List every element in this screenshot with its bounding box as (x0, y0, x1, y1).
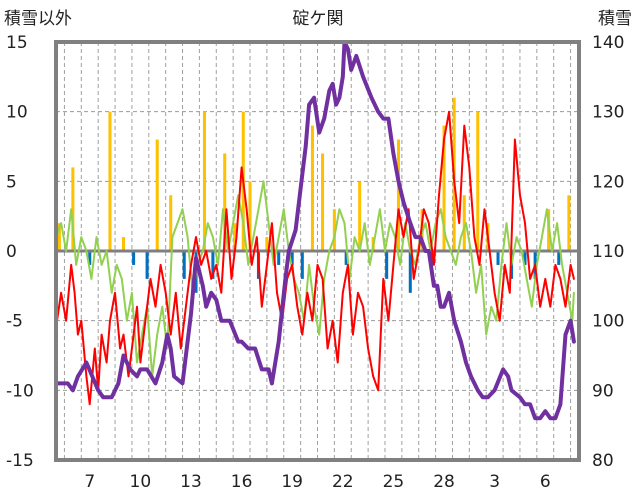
chart-title: 碇ケ関 (293, 9, 344, 29)
bar (310, 125, 314, 251)
bar (385, 251, 389, 279)
y-left-tick-label: -5 (6, 312, 23, 332)
bar (442, 125, 446, 251)
bar (248, 181, 252, 251)
y-left-tick-label: 10 (6, 103, 28, 123)
bar (182, 251, 186, 279)
y-left-tick-label: 0 (6, 242, 17, 262)
x-tick-label: 19 (281, 472, 303, 492)
x-tick-label: 25 (383, 472, 405, 492)
bar (567, 195, 571, 251)
y-left-tick-label: 15 (6, 33, 28, 53)
bar (557, 251, 561, 265)
y-right-axis-title: 積雪 (598, 9, 632, 29)
bars-layer (57, 97, 571, 293)
bar (132, 251, 136, 265)
bar (408, 251, 412, 293)
bar (332, 209, 336, 251)
y-right-tick-label: 140 (592, 33, 624, 53)
y-right-tick-label: 120 (592, 172, 624, 192)
bar (223, 153, 227, 251)
series-line-temperature (55, 110, 575, 406)
x-tick-label: 6 (540, 472, 551, 492)
bar (344, 251, 348, 265)
bar (300, 251, 304, 279)
bar (396, 139, 400, 251)
x-tick-label: 3 (489, 472, 500, 492)
y-left-tick-label: -10 (6, 381, 34, 401)
plot-frame (54, 40, 581, 462)
x-tick-labels: 7 10 13 16 19 22 25 28 3 6 (84, 472, 550, 492)
series-layer (54, 40, 576, 421)
bar (155, 139, 159, 251)
x-tick-label: 10 (130, 472, 152, 492)
bar (88, 251, 92, 265)
bar (265, 237, 269, 251)
bar (108, 111, 112, 252)
bar (523, 251, 527, 265)
bar (321, 153, 325, 251)
bar (277, 251, 281, 265)
y-left-tick-label: 5 (6, 172, 17, 192)
bar (169, 195, 173, 251)
bar (290, 251, 294, 265)
bar (57, 223, 61, 251)
bar (496, 251, 500, 265)
y-left-tick-label: -15 (6, 451, 34, 471)
bar (211, 251, 215, 279)
x-tick-label: 16 (231, 472, 253, 492)
y-right-tick-label: 80 (592, 451, 614, 471)
y-right-tick-label: 90 (592, 381, 614, 401)
y-left-axis-title: 積雪以外 (4, 9, 72, 29)
x-tick-label: 7 (84, 472, 95, 492)
x-tick-label: 28 (433, 472, 455, 492)
bar (121, 237, 126, 251)
bar (358, 181, 362, 251)
bar (145, 251, 149, 279)
y-right-tick-label: 100 (592, 312, 624, 332)
y-right-tick-label: 110 (592, 242, 624, 262)
series-line-snow-depth (54, 40, 576, 421)
bar (202, 111, 206, 252)
bar (476, 111, 480, 252)
x-tick-label: 22 (332, 472, 354, 492)
bar (71, 167, 75, 251)
x-tick-label: 13 (180, 472, 202, 492)
bar (462, 195, 466, 251)
y-left-tick-labels: 15 10 5 0 -5 -10 -15 (6, 33, 34, 471)
y-right-tick-labels: 140 130 120 110 100 90 80 (592, 33, 624, 471)
series-line-other-line (55, 180, 575, 378)
bar (233, 223, 237, 251)
y-right-tick-label: 130 (592, 103, 624, 123)
